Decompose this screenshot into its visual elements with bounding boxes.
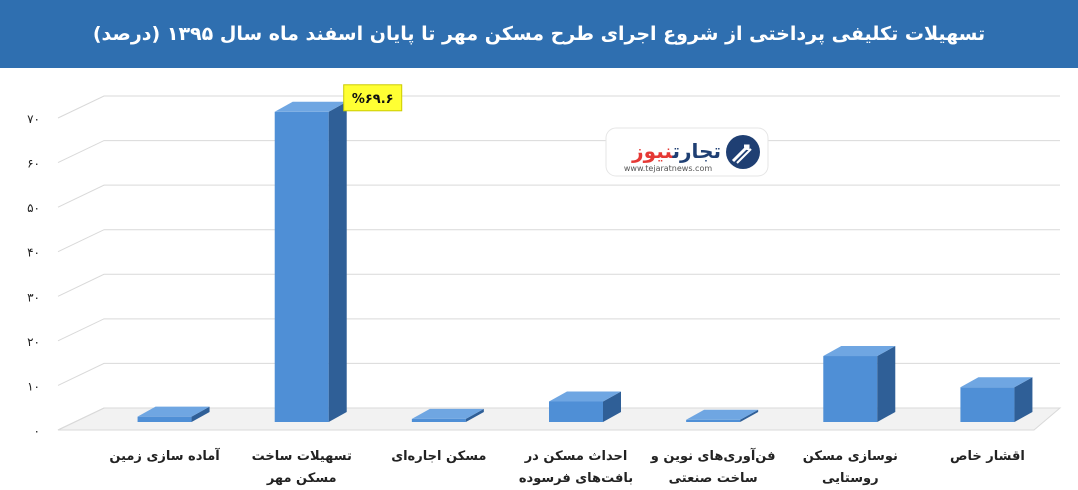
- x-category-label: احداث مسکن در بافت‌های فرسوده: [519, 449, 633, 486]
- logo-url: www.tejaratnews.com: [624, 164, 712, 173]
- gridlines: [57, 95, 1062, 431]
- tejaratnews-logo: تجارتنیوز www.tejaratnews.com: [605, 127, 769, 177]
- bar-front: [960, 387, 1015, 422]
- bar-top: [274, 101, 347, 112]
- y-tick-label: ۲۰: [27, 335, 40, 349]
- gridline: [57, 184, 1060, 208]
- gridline: [57, 140, 1060, 164]
- x-axis-categories: آماده سازی زمین تسهیلات ساخت مسکن مهر مسکن …: [109, 447, 1024, 486]
- bars: [137, 101, 1033, 422]
- y-tick-label: ۱۰: [27, 379, 40, 393]
- bar-top: [411, 408, 484, 419]
- bar-side: [465, 408, 484, 422]
- data-labels: %۶۹.۶: [343, 84, 403, 112]
- x-category-label: فن‌آوری‌های نوین و ساخت صنعتی: [650, 447, 776, 486]
- y-axis-ticks: ۰ ۱۰ ۲۰ ۳۰ ۴۰ ۵۰ ۶۰ ۷۰: [27, 112, 40, 438]
- bar-front: [823, 356, 878, 422]
- gridline: [57, 95, 1060, 119]
- gridline: [57, 362, 1060, 386]
- bar-top: [549, 391, 621, 402]
- bar-front: [274, 111, 329, 422]
- bar: [960, 377, 1033, 422]
- bar: [823, 346, 896, 422]
- x-category-label: مسکن اجاره‌ای: [391, 449, 486, 464]
- gridline: [57, 229, 1060, 253]
- bar-front: [686, 419, 741, 422]
- bar-side: [877, 346, 896, 422]
- bar-side: [740, 409, 759, 422]
- bar-top: [686, 409, 759, 420]
- bar-side: [328, 101, 347, 422]
- bar: [137, 406, 210, 422]
- y-tick-label: ۶۰: [27, 157, 40, 171]
- x-category-label: آماده سازی زمین: [109, 447, 220, 464]
- y-tick-label: ۴۰: [27, 246, 40, 260]
- bar-front: [549, 401, 603, 422]
- bar-top: [137, 406, 210, 417]
- chart-title: تسهیلات تکلیفی پرداختی از شروع اجرای طرح…: [92, 23, 986, 45]
- y-tick-label: ۰: [34, 424, 40, 438]
- gridline: [57, 273, 1060, 297]
- data-label: %۶۹.۶: [352, 92, 394, 107]
- gridline: [57, 407, 1060, 431]
- x-category-label: اقشار خاص: [950, 449, 1025, 464]
- bar-side: [1014, 377, 1033, 422]
- bar-front: [411, 418, 466, 422]
- data-label-box: [343, 84, 403, 112]
- bar-side: [191, 406, 210, 422]
- gridline: [57, 318, 1060, 342]
- bar-front: [137, 416, 192, 422]
- y-tick-label: ۵۰: [27, 201, 40, 215]
- logo-name-part2: نیوز: [631, 139, 673, 163]
- title-bar: [0, 0, 1078, 68]
- y-tick-label: ۷۰: [27, 112, 40, 126]
- x-category-label: تسهیلات ساخت مسکن مهر: [252, 449, 352, 486]
- bar-side: [603, 391, 621, 422]
- logo-name-part1: تجارت: [672, 139, 721, 163]
- y-tick-label: ۳۰: [27, 290, 40, 304]
- x-category-label: نوسازی مسکن روستایی: [803, 449, 898, 486]
- tejaratnews-logo-icon: [726, 135, 760, 169]
- bar-top: [823, 346, 896, 357]
- bar: [549, 391, 621, 422]
- logo-name: تجارتنیوز: [631, 139, 721, 163]
- bar-top: [960, 377, 1033, 388]
- bar: [274, 101, 347, 422]
- bar: [686, 409, 759, 422]
- bar: [411, 408, 484, 422]
